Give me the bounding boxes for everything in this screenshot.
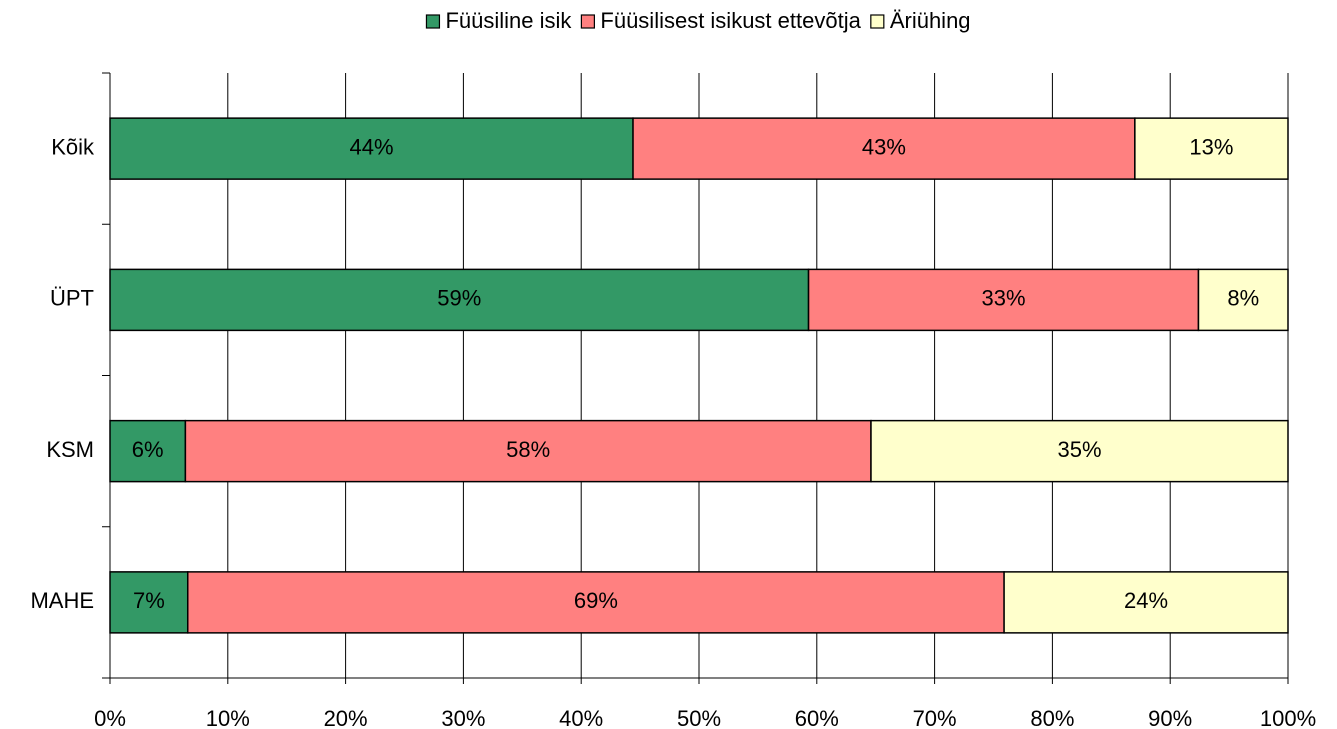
data-label: 59% [437, 286, 481, 311]
bar-segment [1003, 571, 1289, 634]
legend: Füüsiline isik Füüsilisest isikust ettevõ… [425, 8, 971, 33]
legend-swatch [870, 14, 885, 29]
x-tick-label: 0% [94, 706, 126, 729]
legend-label: Füüsiline isik [445, 8, 572, 33]
y-tick-label: Kõik [51, 134, 95, 159]
y-tick-label: KSM [46, 437, 94, 462]
data-label: 43% [862, 134, 906, 159]
bar-segment [870, 419, 1289, 483]
bar-segment [109, 117, 634, 180]
bar-segment [1134, 117, 1289, 180]
legend-swatch [580, 14, 595, 29]
bar-segment [109, 268, 810, 332]
data-label: 6% [132, 437, 164, 462]
x-tick-label: 50% [677, 706, 721, 729]
bar-segment [807, 268, 1200, 332]
data-label: 44% [349, 134, 393, 159]
x-tick-label: 20% [324, 706, 368, 729]
bar-segment [186, 571, 1005, 634]
bar-segment [184, 419, 872, 483]
x-tick-label: 80% [1030, 706, 1074, 729]
legend-label: Äriühing [890, 8, 971, 33]
data-label: 24% [1124, 588, 1168, 613]
x-tick-label: 30% [441, 706, 485, 729]
legend-label: Füüsilisest isikust ettevõtja [600, 8, 861, 33]
data-label: 35% [1057, 437, 1101, 462]
data-label: 58% [506, 437, 550, 462]
data-label: 7% [133, 588, 165, 613]
data-label: 69% [574, 588, 618, 613]
x-tick-label: 60% [795, 706, 839, 729]
x-tick-label: 70% [913, 706, 957, 729]
x-tick-label: 10% [206, 706, 250, 729]
x-tick-label: 100% [1260, 706, 1316, 729]
bar-segment [632, 117, 1136, 180]
x-tick-label: 40% [559, 706, 603, 729]
bar-segment [109, 419, 187, 483]
bar-segment [109, 571, 189, 634]
data-label: 13% [1189, 134, 1233, 159]
data-label: 33% [981, 286, 1025, 311]
legend-swatch [425, 14, 441, 29]
y-tick-label: MAHE [30, 588, 94, 613]
y-tick-label: ÜPT [50, 286, 94, 311]
bar-segment [1197, 268, 1289, 332]
data-label: 8% [1227, 286, 1259, 311]
x-tick-label: 90% [1148, 706, 1192, 729]
